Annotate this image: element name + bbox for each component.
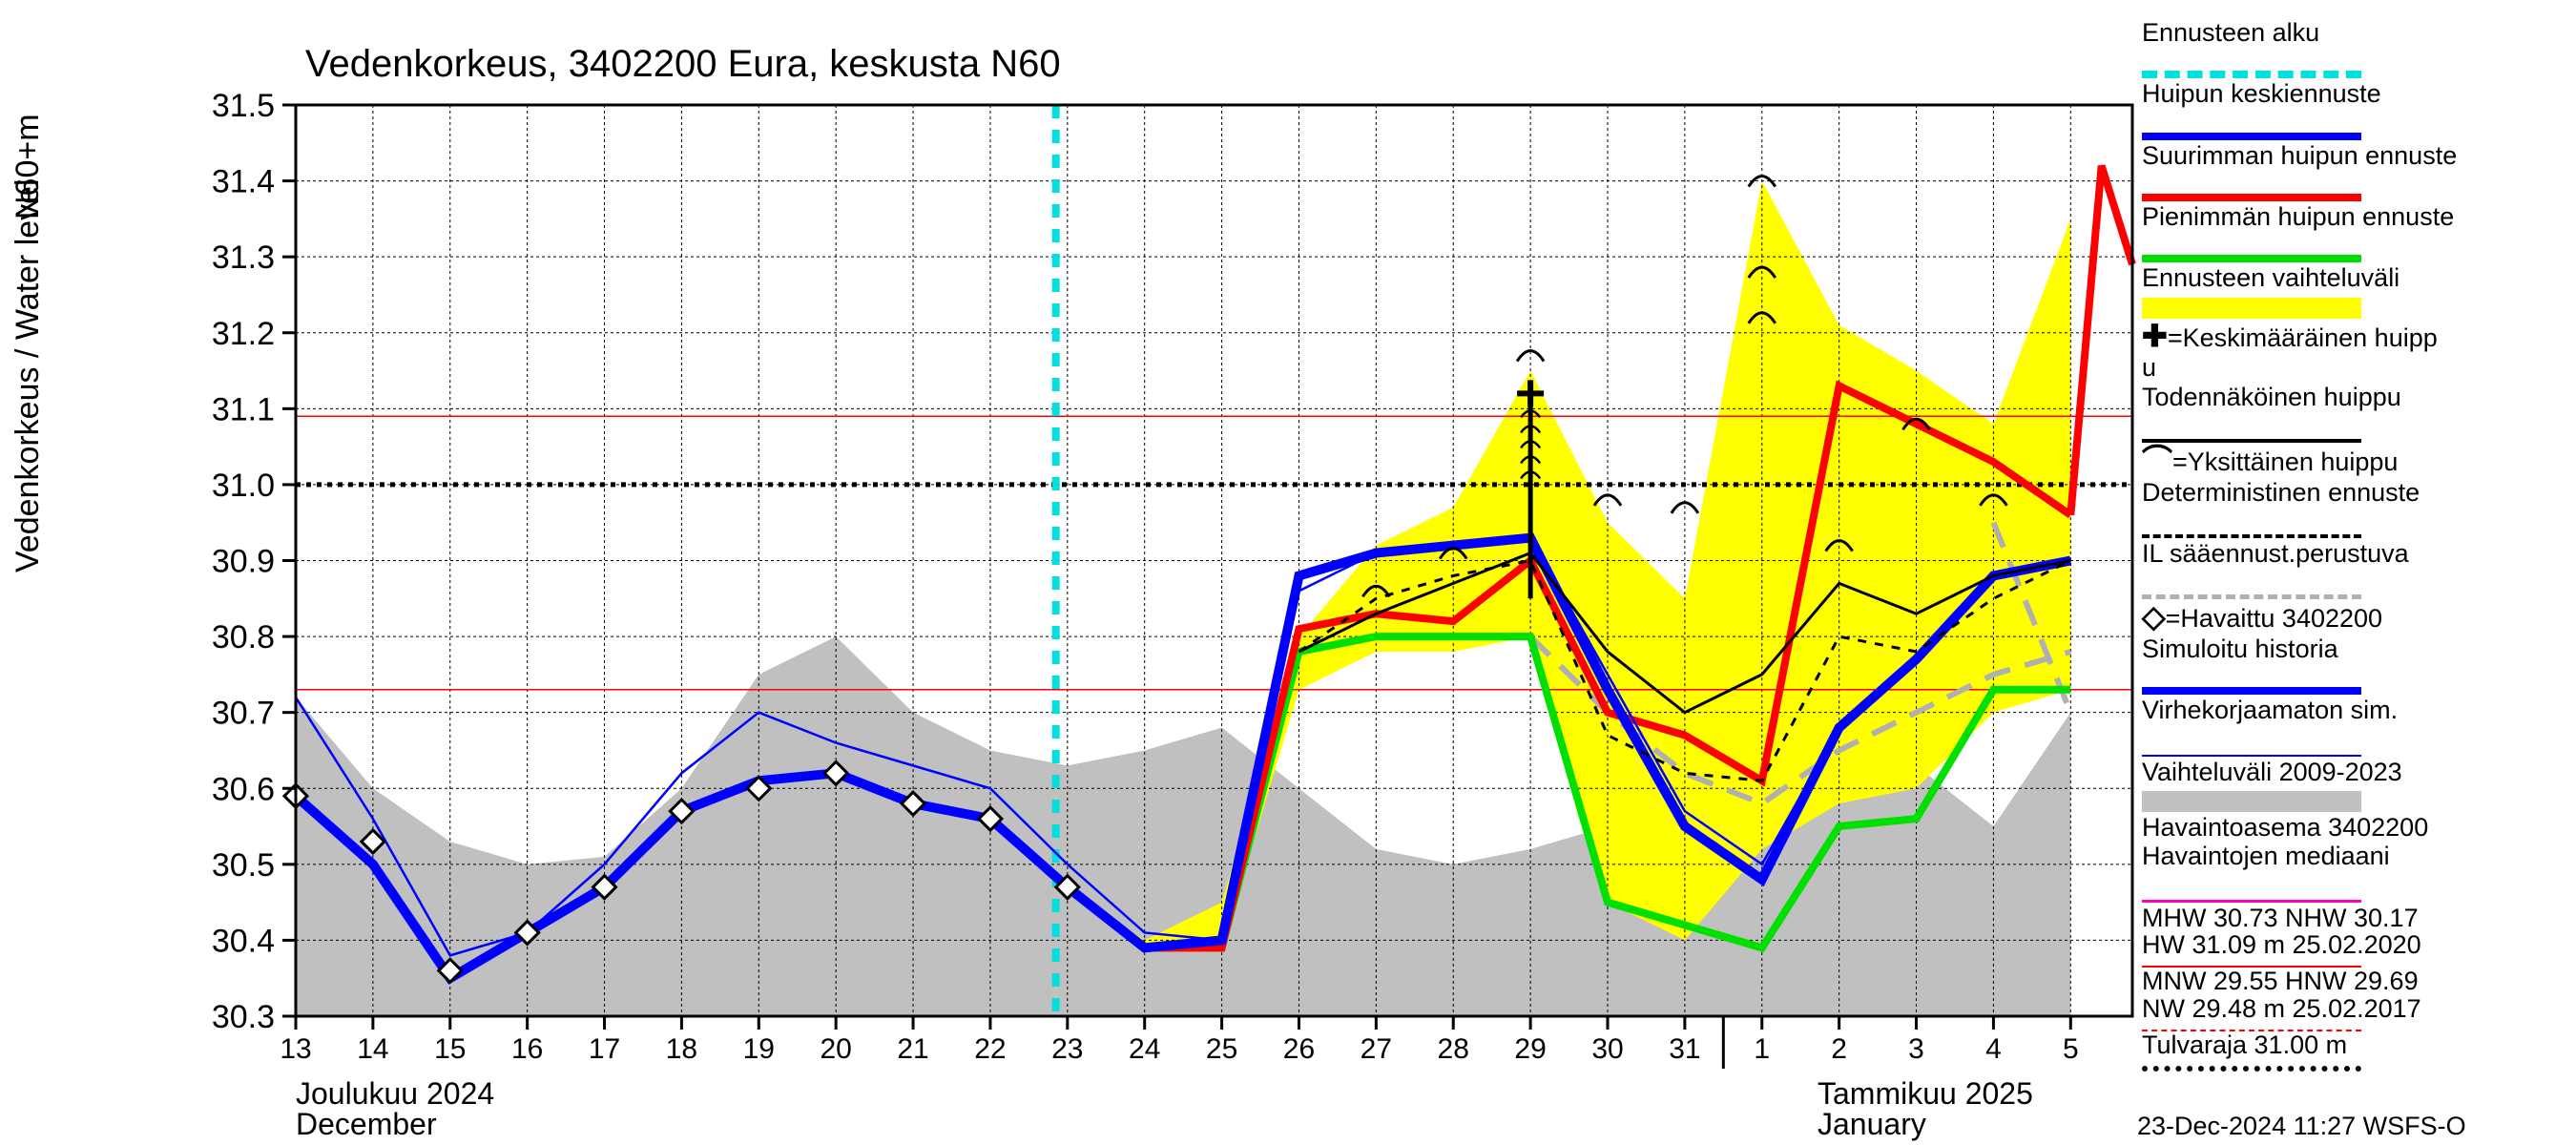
legend-item: Vaihteluväli 2009-2023: [2142, 759, 2571, 814]
legend-item: ⌒=Yksittäinen huippu: [2142, 445, 2571, 479]
legend-stat: Tulvaraja 31.00 m: [2142, 1031, 2571, 1058]
svg-text:30.6: 30.6: [212, 771, 275, 807]
svg-text:30.8: 30.8: [212, 619, 275, 656]
legend-item: Pienimmän huipun ennuste: [2142, 203, 2571, 264]
svg-text:31.0: 31.0: [212, 468, 275, 504]
svg-text:18: 18: [666, 1033, 697, 1065]
legend-item: Ennusteen vaihteluväli: [2142, 264, 2571, 320]
chart-title: Vedenkorkeus, 3402200 Eura, keskusta N60: [305, 43, 1061, 86]
legend-item: Suurimman huipun ennuste: [2142, 142, 2571, 203]
svg-text:26: 26: [1283, 1033, 1315, 1065]
legend-item: Deterministinen ennuste: [2142, 479, 2571, 540]
svg-text:21: 21: [897, 1033, 928, 1065]
svg-text:16: 16: [511, 1033, 543, 1065]
svg-text:13: 13: [280, 1033, 311, 1065]
legend-item: Ennusteen alku: [2142, 19, 2571, 80]
svg-text:20: 20: [820, 1033, 851, 1065]
legend-item: Todennäköinen huippu: [2142, 384, 2571, 445]
month1-label-en: December: [296, 1107, 437, 1142]
svg-text:31.3: 31.3: [212, 239, 275, 276]
svg-text:31.2: 31.2: [212, 316, 275, 352]
legend-stat: MNW 29.55 HNW 29.69: [2142, 968, 2571, 994]
svg-text:14: 14: [357, 1033, 388, 1065]
svg-text:30.9: 30.9: [212, 544, 275, 580]
legend-stat: MHW 30.73 NHW 30.17: [2142, 905, 2571, 931]
svg-text:24: 24: [1129, 1033, 1160, 1065]
svg-text:22: 22: [974, 1033, 1006, 1065]
svg-text:30.3: 30.3: [212, 999, 275, 1035]
svg-text:27: 27: [1361, 1033, 1392, 1065]
y-axis-label: Vedenkorkeus / Water level: [10, 178, 47, 572]
month2-label-en: January: [1818, 1107, 1926, 1142]
legend-item: Huipun keskiennuste: [2142, 80, 2571, 141]
legend-item: ◇=Havaittu 3402200: [2142, 601, 2571, 635]
footer-timestamp: 23-Dec-2024 11:27 WSFS-O: [2137, 1112, 2466, 1141]
y-axis-unit: N60+m: [10, 114, 47, 219]
svg-text:19: 19: [743, 1033, 775, 1065]
svg-text:1: 1: [1754, 1033, 1770, 1065]
svg-text:2: 2: [1831, 1033, 1847, 1065]
legend-item: Havaintojen mediaani: [2142, 843, 2571, 904]
svg-text:30.4: 30.4: [212, 923, 275, 959]
svg-text:28: 28: [1438, 1033, 1469, 1065]
legend-stat: HW 31.09 m 25.02.2020: [2142, 931, 2571, 958]
svg-text:17: 17: [589, 1033, 620, 1065]
svg-text:29: 29: [1514, 1033, 1546, 1065]
svg-text:31.5: 31.5: [212, 88, 275, 124]
svg-text:23: 23: [1051, 1033, 1083, 1065]
svg-text:31: 31: [1669, 1033, 1700, 1065]
svg-text:4: 4: [1985, 1033, 2002, 1065]
svg-text:30.5: 30.5: [212, 847, 275, 884]
svg-text:15: 15: [434, 1033, 466, 1065]
svg-text:3: 3: [1908, 1033, 1924, 1065]
legend-item: Simuloitu historia: [2142, 635, 2571, 697]
legend-item: Havaintoasema 3402200: [2142, 814, 2571, 843]
legend: Ennusteen alkuHuipun keskiennusteSuurimm…: [2142, 19, 2571, 1072]
svg-text:25: 25: [1206, 1033, 1237, 1065]
svg-text:30: 30: [1591, 1033, 1623, 1065]
svg-text:30.7: 30.7: [212, 696, 275, 732]
svg-text:31.4: 31.4: [212, 164, 275, 200]
legend-item: Virhekorjaamaton sim.: [2142, 697, 2571, 758]
legend-item: ✚=Keskimääräinen huipp: [2142, 321, 2571, 355]
legend-item: u: [2142, 354, 2571, 383]
svg-text:31.1: 31.1: [212, 391, 275, 427]
svg-text:5: 5: [2063, 1033, 2079, 1065]
legend-item: IL sääennust.perustuva: [2142, 540, 2571, 601]
legend-stat: NW 29.48 m 25.02.2017: [2142, 995, 2571, 1022]
